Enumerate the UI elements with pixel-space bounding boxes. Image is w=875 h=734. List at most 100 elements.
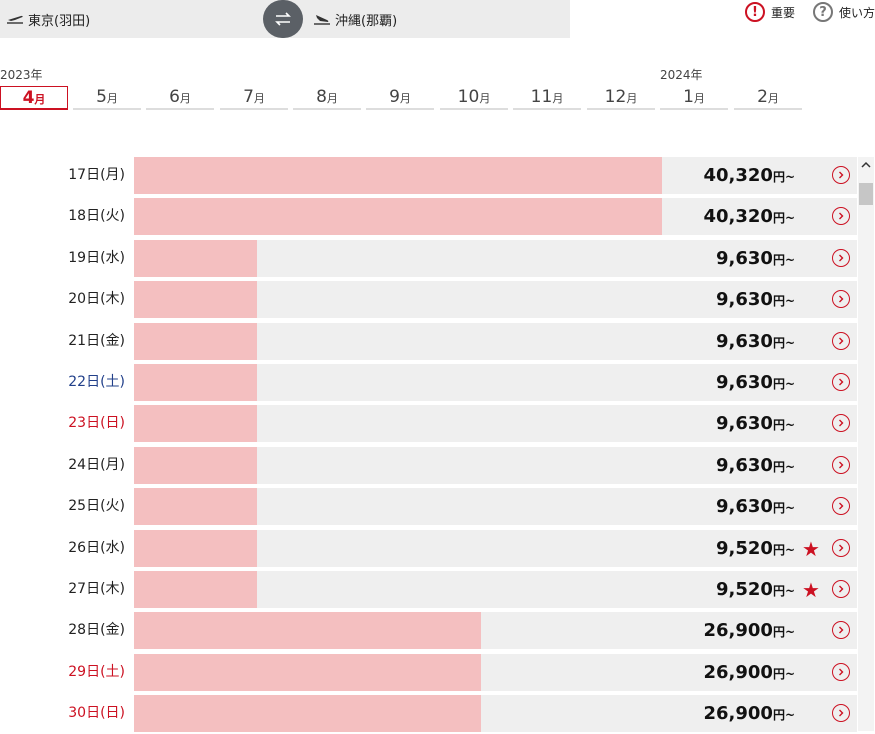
select-date-chevron-icon[interactable] [832, 332, 850, 350]
fare-bar-track [134, 488, 857, 525]
destination-label: 沖縄(那覇) [335, 13, 398, 29]
month-tab-11[interactable]: 11月 [513, 86, 581, 110]
month-tab-12[interactable]: 12月 [587, 86, 655, 110]
fare-price-value: 26,900 [703, 662, 773, 683]
fare-bar-track [134, 364, 857, 401]
fare-row[interactable]: 20日(木) 9,630円~ [0, 281, 860, 318]
fare-price-unit: 円~ [772, 418, 795, 432]
month-number: 12 [604, 87, 627, 107]
fare-price-value: 40,320 [703, 165, 773, 186]
select-date-chevron-icon[interactable] [832, 249, 850, 267]
fare-price-unit: 円~ [772, 253, 795, 267]
fare-price-unit: 円~ [772, 625, 795, 639]
fare-price: 9,630円~ [716, 323, 795, 362]
fare-date: 29日(土) [68, 664, 125, 680]
fare-bar [134, 654, 482, 691]
select-date-chevron-icon[interactable] [832, 373, 850, 391]
fare-date: 18日(火) [68, 208, 125, 224]
fare-bar-track [134, 530, 857, 567]
month-tab-8[interactable]: 8月 [293, 86, 361, 110]
fare-price-unit: 円~ [772, 667, 795, 681]
fare-bar [134, 695, 482, 732]
fare-date: 17日(月) [68, 167, 125, 183]
fare-price-value: 9,630 [716, 248, 773, 269]
month-tab-10[interactable]: 10月 [440, 86, 508, 110]
fare-row[interactable]: 25日(火) 9,630円~ [0, 488, 860, 525]
origin-label: 東京(羽田) [28, 13, 91, 29]
fare-price-value: 40,320 [703, 206, 773, 227]
fare-bar-track [134, 240, 857, 277]
scroll-up-button[interactable] [858, 157, 874, 173]
fare-price-value: 26,900 [703, 620, 773, 641]
howto-link[interactable]: ? 使い方 [812, 2, 875, 22]
select-date-chevron-icon[interactable] [832, 539, 850, 557]
month-unit: 月 [552, 92, 564, 105]
select-date-chevron-icon[interactable] [832, 207, 850, 225]
fare-bar [134, 281, 257, 318]
fare-price-unit: 円~ [772, 211, 795, 225]
month-number: 9 [389, 87, 400, 107]
select-date-chevron-icon[interactable] [832, 704, 850, 722]
select-date-chevron-icon[interactable] [832, 621, 850, 639]
fare-row[interactable]: 26日(水) 9,520円~ ★ [0, 530, 860, 567]
month-unit: 月 [626, 92, 638, 105]
route-bar: 東京(羽田) 沖縄(那覇) [0, 0, 570, 38]
fare-price-value: 9,520 [716, 538, 773, 559]
select-date-chevron-icon[interactable] [832, 414, 850, 432]
year-label-2023: 2023年 [0, 68, 43, 82]
fare-row[interactable]: 30日(日) 26,900円~ [0, 695, 860, 732]
select-date-chevron-icon[interactable] [832, 290, 850, 308]
fare-row[interactable]: 19日(水) 9,630円~ [0, 240, 860, 277]
fare-bar [134, 571, 257, 608]
fare-price: 40,320円~ [703, 198, 795, 237]
month-unit: 月 [399, 92, 411, 105]
select-date-chevron-icon[interactable] [832, 166, 850, 184]
fare-bar-track [134, 447, 857, 484]
select-date-chevron-icon[interactable] [832, 663, 850, 681]
fare-price: 9,630円~ [716, 447, 795, 486]
fare-row[interactable]: 21日(金) 9,630円~ [0, 323, 860, 360]
fare-row[interactable]: 24日(月) 9,630円~ [0, 447, 860, 484]
select-date-chevron-icon[interactable] [832, 497, 850, 515]
month-number: 6 [169, 87, 180, 107]
fare-row[interactable]: 28日(金) 26,900円~ [0, 612, 860, 649]
month-unit: 月 [326, 92, 338, 105]
scroll-thumb[interactable] [859, 183, 873, 205]
fare-price-value: 9,630 [716, 413, 773, 434]
month-number: 5 [96, 87, 107, 107]
fare-price-value: 9,630 [716, 331, 773, 352]
fare-row[interactable]: 18日(火) 40,320円~ [0, 198, 860, 235]
fare-row[interactable]: 22日(土) 9,630円~ [0, 364, 860, 401]
month-tab-5[interactable]: 5月 [73, 86, 141, 110]
month-tab-7[interactable]: 7月 [220, 86, 288, 110]
month-tab-9[interactable]: 9月 [366, 86, 434, 110]
fare-row[interactable]: 29日(土) 26,900円~ [0, 654, 860, 691]
scrollbar[interactable] [858, 157, 874, 731]
fare-row[interactable]: 23日(日) 9,630円~ [0, 405, 860, 442]
select-date-chevron-icon[interactable] [832, 580, 850, 598]
month-unit: 月 [479, 92, 491, 105]
month-tab-2[interactable]: 2月 [734, 86, 802, 110]
fare-price: 9,630円~ [716, 281, 795, 320]
month-tab-1[interactable]: 1月 [660, 86, 728, 110]
fare-price-unit: 円~ [772, 460, 795, 474]
fare-bar [134, 364, 257, 401]
fare-price-value: 9,520 [716, 579, 773, 600]
fare-date: 25日(火) [68, 498, 125, 514]
fare-price: 9,630円~ [716, 405, 795, 444]
fare-price-value: 9,630 [716, 496, 773, 517]
fare-bar-track [134, 571, 857, 608]
fare-row[interactable]: 27日(木) 9,520円~ ★ [0, 571, 860, 608]
fare-price-value: 9,630 [716, 372, 773, 393]
origin-airport[interactable]: 東京(羽田) [6, 0, 90, 38]
fare-price: 9,630円~ [716, 240, 795, 279]
help-icon: ? [812, 2, 833, 22]
month-tab-4[interactable]: 4月 [0, 86, 68, 110]
month-unit: 月 [253, 92, 265, 105]
month-tab-6[interactable]: 6月 [146, 86, 214, 110]
important-notice-link[interactable]: ! 重要 [744, 2, 795, 22]
fare-row[interactable]: 17日(月) 40,320円~ [0, 157, 860, 194]
destination-airport[interactable]: 沖縄(那覇) [313, 0, 397, 38]
select-date-chevron-icon[interactable] [832, 456, 850, 474]
swap-route-button[interactable] [263, 0, 303, 38]
